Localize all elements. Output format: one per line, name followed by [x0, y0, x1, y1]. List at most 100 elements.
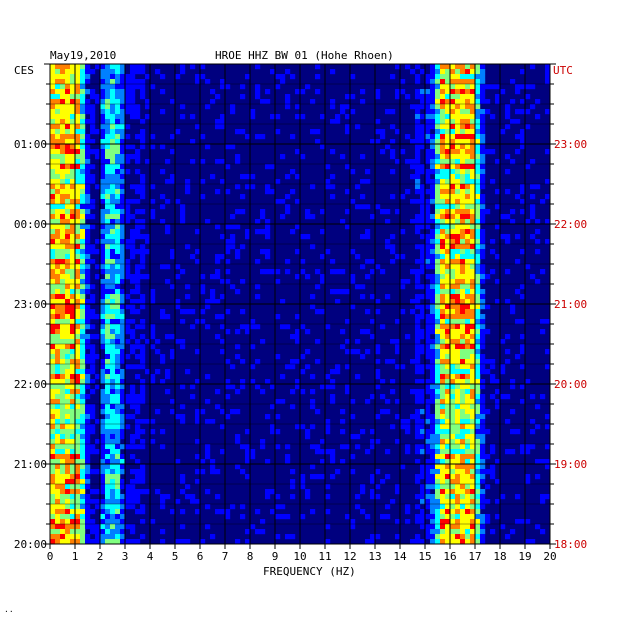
spectrogram-cell: [465, 254, 471, 260]
spectrogram-cell: [150, 84, 156, 90]
spectrogram-cell: [70, 134, 76, 140]
spectrogram-cell: [180, 474, 186, 480]
spectrogram-cell: [170, 174, 176, 180]
spectrogram-cell: [110, 169, 116, 175]
spectrogram-cell: [120, 169, 126, 175]
spectrogram-cell: [130, 439, 136, 445]
spectrogram-cell: [400, 284, 406, 290]
spectrogram-cell: [450, 184, 456, 190]
spectrogram-cell: [455, 339, 461, 345]
spectrogram-cell: [205, 524, 211, 530]
spectrogram-cell: [115, 479, 121, 485]
spectrogram-cell: [85, 509, 91, 515]
spectrogram-cell: [145, 159, 151, 165]
spectrogram-cell: [430, 534, 436, 540]
spectrogram-cell: [60, 414, 66, 420]
spectrogram-cell: [270, 509, 276, 515]
spectrogram-cell: [330, 69, 336, 75]
spectrogram-cell: [420, 369, 426, 375]
spectrogram-cell: [450, 359, 456, 365]
spectrogram-cell: [65, 79, 71, 85]
spectrogram-cell: [430, 219, 436, 225]
spectrogram-cell: [70, 79, 76, 85]
spectrogram-cell: [75, 444, 81, 450]
spectrogram-cell: [115, 149, 121, 155]
spectrogram-cell: [450, 244, 456, 250]
spectrogram-cell: [430, 199, 436, 205]
spectrogram-cell: [350, 279, 356, 285]
spectrogram-cell: [135, 364, 141, 370]
spectrogram-cell: [85, 404, 91, 410]
spectrogram-cell: [450, 324, 456, 330]
spectrogram-cell: [465, 434, 471, 440]
spectrogram-cell: [460, 209, 466, 215]
spectrogram-cell: [160, 359, 166, 365]
spectrogram-cell: [480, 239, 486, 245]
spectrogram-cell: [200, 159, 206, 165]
spectrogram-cell: [235, 354, 241, 360]
spectrogram-cell: [440, 524, 446, 530]
spectrogram-cell: [420, 164, 426, 170]
spectrogram-cell: [445, 139, 451, 145]
spectrogram-cell: [75, 209, 81, 215]
spectrogram-cell: [115, 339, 121, 345]
spectrogram-cell: [105, 384, 111, 390]
spectrogram-cell: [435, 89, 441, 95]
spectrogram-cell: [495, 254, 501, 260]
spectrogram-cell: [415, 449, 421, 455]
spectrogram-cell: [130, 74, 136, 80]
spectrogram-cell: [100, 464, 106, 470]
spectrogram-cell: [470, 134, 476, 140]
spectrogram-cell: [350, 169, 356, 175]
spectrogram-cell: [145, 114, 151, 120]
spectrogram-cell: [460, 359, 466, 365]
spectrogram-cell: [455, 194, 461, 200]
spectrogram-cell: [90, 119, 96, 125]
spectrogram-cell: [485, 359, 491, 365]
spectrogram-cell: [120, 419, 126, 425]
spectrogram-cell: [70, 194, 76, 200]
spectrogram-cell: [80, 259, 86, 265]
spectrogram-cell: [440, 179, 446, 185]
spectrogram-cell: [120, 234, 126, 240]
spectrogram-cell: [60, 204, 66, 210]
spectrogram-cell: [465, 279, 471, 285]
spectrogram-cell: [395, 319, 401, 325]
spectrogram-cell: [480, 464, 486, 470]
spectrogram-cell: [230, 384, 236, 390]
spectrogram-cell: [480, 279, 486, 285]
spectrogram-cell: [85, 139, 91, 145]
spectrogram-cell: [430, 444, 436, 450]
spectrogram-cell: [125, 104, 131, 110]
spectrogram-cell: [290, 364, 296, 370]
spectrogram-cell: [55, 534, 61, 540]
spectrogram-cell: [265, 229, 271, 235]
spectrogram-cell: [470, 534, 476, 540]
spectrogram-cell: [440, 99, 446, 105]
spectrogram-cell: [230, 244, 236, 250]
spectrogram-cell: [470, 169, 476, 175]
spectrogram-cell: [140, 479, 146, 485]
spectrogram-cell: [455, 369, 461, 375]
spectrogram-cell: [350, 469, 356, 475]
spectrogram-cell: [285, 324, 291, 330]
spectrogram-cell: [455, 234, 461, 240]
spectrogram-cell: [75, 389, 81, 395]
spectrogram-cell: [70, 179, 76, 185]
spectrogram-cell: [470, 154, 476, 160]
spectrogram-cell: [110, 359, 116, 365]
spectrogram-cell: [455, 69, 461, 75]
spectrogram-cell: [310, 509, 316, 515]
spectrogram-cell: [60, 189, 66, 195]
spectrogram-cell: [455, 419, 461, 425]
spectrogram-cell: [55, 349, 61, 355]
spectrogram-cell: [415, 359, 421, 365]
spectrogram-cell: [235, 434, 241, 440]
spectrogram-cell: [105, 414, 111, 420]
spectrogram-cell: [160, 314, 166, 320]
spectrogram-cell: [515, 234, 521, 240]
spectrogram-cell: [165, 229, 171, 235]
spectrogram-cell: [465, 179, 471, 185]
spectrogram-cell: [110, 354, 116, 360]
spectrogram-cell: [155, 339, 161, 345]
